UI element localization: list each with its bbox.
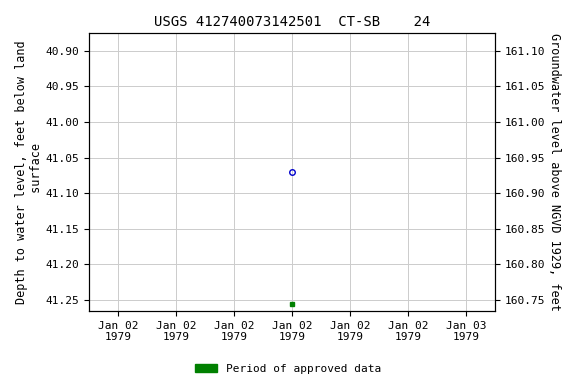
Y-axis label: Groundwater level above NGVD 1929, feet: Groundwater level above NGVD 1929, feet	[548, 33, 561, 311]
Title: USGS 412740073142501  CT-SB    24: USGS 412740073142501 CT-SB 24	[154, 15, 430, 29]
Y-axis label: Depth to water level, feet below land
 surface: Depth to water level, feet below land su…	[15, 40, 43, 304]
Legend: Period of approved data: Period of approved data	[191, 359, 385, 379]
